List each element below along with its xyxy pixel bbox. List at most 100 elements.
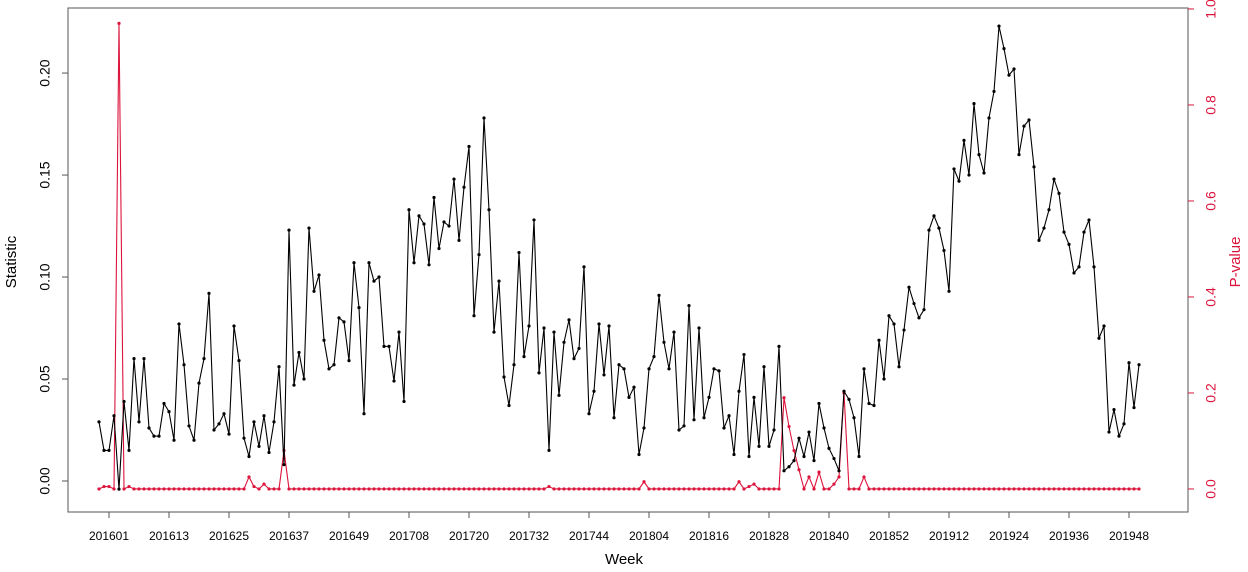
data-point xyxy=(357,306,361,310)
data-point xyxy=(367,261,371,265)
data-point xyxy=(697,326,701,330)
x-tick-label: 201828 xyxy=(749,529,789,543)
data-point xyxy=(237,359,241,363)
data-point xyxy=(267,450,271,455)
data-point xyxy=(137,487,141,491)
data-point xyxy=(377,487,381,491)
data-point xyxy=(792,448,796,453)
data-point xyxy=(897,487,901,491)
data-point xyxy=(962,487,966,491)
data-point xyxy=(582,265,586,269)
data-point xyxy=(452,487,456,491)
data-point xyxy=(97,487,101,491)
data-point xyxy=(1082,230,1086,234)
data-point xyxy=(377,275,381,279)
data-point xyxy=(437,487,441,491)
data-point xyxy=(1042,487,1046,491)
data-point xyxy=(202,357,206,361)
data-point xyxy=(1117,487,1121,491)
data-point xyxy=(137,420,141,424)
data-point xyxy=(277,365,281,369)
data-point xyxy=(687,303,691,308)
data-point xyxy=(967,487,971,491)
data-point xyxy=(652,487,656,491)
data-point xyxy=(537,371,541,375)
x-tick-label: 201625 xyxy=(209,529,249,543)
data-point xyxy=(1007,73,1011,77)
data-point xyxy=(412,487,416,491)
data-point xyxy=(957,487,961,491)
data-point xyxy=(1087,487,1091,491)
data-point xyxy=(607,324,611,328)
data-point xyxy=(692,418,696,422)
data-point xyxy=(702,487,706,491)
data-point xyxy=(982,171,986,175)
data-point xyxy=(347,487,351,491)
data-point xyxy=(517,487,521,491)
y-tick-label: 0.05 xyxy=(37,365,53,392)
data-point xyxy=(437,246,441,251)
data-point xyxy=(112,414,116,418)
data-point xyxy=(417,214,421,218)
data-point xyxy=(837,469,841,473)
data-point xyxy=(1012,487,1016,491)
data-point xyxy=(1072,271,1076,275)
data-point xyxy=(812,459,816,463)
data-point xyxy=(577,346,581,351)
data-point xyxy=(352,487,356,491)
data-point xyxy=(177,487,181,491)
data-point xyxy=(1092,487,1096,491)
data-point xyxy=(152,487,156,491)
data-point xyxy=(887,487,891,491)
data-point xyxy=(472,314,476,318)
data-point xyxy=(922,308,926,312)
data-point xyxy=(217,422,221,426)
data-point xyxy=(367,487,371,491)
data-point xyxy=(322,338,326,342)
series-line xyxy=(98,23,1139,491)
data-point xyxy=(732,487,736,491)
data-point xyxy=(1027,487,1031,491)
data-point xyxy=(522,354,526,359)
data-point xyxy=(997,487,1001,491)
data-point xyxy=(397,487,401,491)
data-point xyxy=(1042,226,1046,230)
data-point xyxy=(712,487,716,491)
data-point xyxy=(402,487,406,491)
data-point xyxy=(1032,487,1036,491)
data-point xyxy=(777,344,781,348)
data-point xyxy=(232,487,236,491)
data-point xyxy=(457,487,461,491)
data-point xyxy=(837,475,841,479)
data-point xyxy=(182,487,186,491)
data-point xyxy=(212,487,216,491)
data-point xyxy=(122,487,126,491)
data-point xyxy=(997,24,1001,28)
x-tick-label: 201637 xyxy=(269,529,309,543)
data-point xyxy=(667,367,671,371)
data-point xyxy=(757,487,761,491)
data-point xyxy=(852,487,856,491)
data-point xyxy=(897,365,901,369)
data-point xyxy=(247,475,251,479)
data-point xyxy=(902,328,906,332)
data-point xyxy=(162,487,166,491)
data-point xyxy=(212,428,216,432)
data-point xyxy=(557,487,561,491)
data-point xyxy=(712,367,716,371)
data-point xyxy=(117,21,121,25)
data-point xyxy=(467,487,471,491)
data-point xyxy=(167,410,171,414)
data-point xyxy=(912,301,916,306)
data-point xyxy=(832,482,836,486)
data-point xyxy=(187,424,191,428)
data-point xyxy=(357,487,361,491)
data-point xyxy=(587,487,591,491)
data-point xyxy=(787,465,791,469)
data-point xyxy=(362,412,366,416)
data-point xyxy=(1102,324,1106,328)
data-point xyxy=(297,350,301,355)
data-point xyxy=(277,487,281,491)
data-point xyxy=(1137,487,1141,491)
x-tick-label: 201613 xyxy=(149,529,189,543)
